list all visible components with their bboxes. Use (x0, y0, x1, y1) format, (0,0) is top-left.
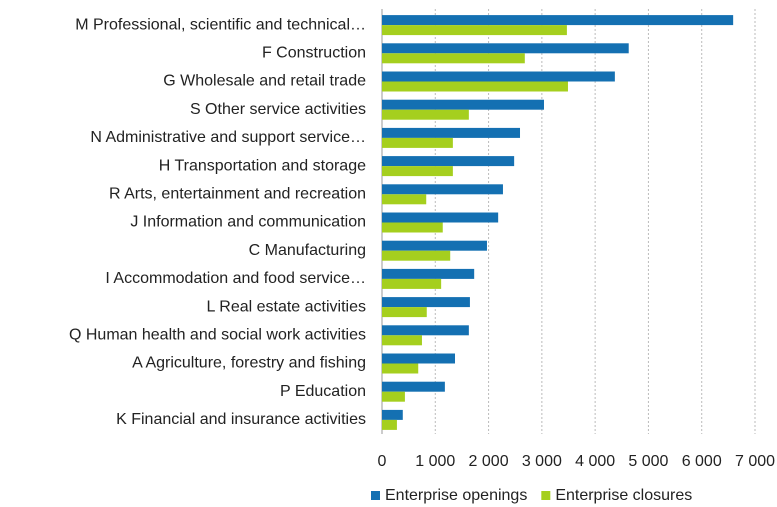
bar (382, 53, 525, 64)
y-tick-label: P Education (280, 383, 366, 400)
bar (382, 268, 475, 279)
bar (382, 156, 515, 167)
y-tick-label: S Other service activities (190, 101, 366, 118)
y-tick-label: C Manufacturing (249, 242, 366, 259)
bar (382, 71, 615, 82)
bar (382, 184, 503, 195)
bar (382, 335, 422, 346)
legend-label: Enterprise openings (385, 487, 527, 504)
x-tick-label: 1 000 (415, 453, 455, 470)
y-tick-label: L Real estate activities (207, 298, 366, 315)
y-tick-label: R Arts, entertainment and recreation (109, 186, 366, 203)
y-tick-label: Q Human health and social work activitie… (69, 327, 366, 344)
bar (382, 363, 419, 374)
bar (382, 307, 427, 318)
bar (382, 81, 568, 92)
y-tick-label: M Professional, scientific and technical… (75, 16, 366, 33)
bar (382, 278, 442, 289)
legend-label: Enterprise closures (555, 487, 692, 504)
y-tick-label: N Administrative and support service… (90, 129, 366, 146)
bar (382, 409, 403, 420)
y-tick-label: H Transportation and storage (159, 157, 366, 174)
x-tick-label: 4 000 (575, 453, 615, 470)
bar (382, 240, 487, 251)
y-tick-label: J Information and communication (130, 214, 366, 231)
bar (382, 381, 445, 392)
x-tick-label: 2 000 (469, 453, 509, 470)
bar (382, 15, 734, 26)
x-tick-label: 5 000 (628, 453, 668, 470)
x-tick-label: 3 000 (522, 453, 562, 470)
bar (382, 127, 521, 138)
bar (382, 109, 469, 120)
bar (382, 325, 469, 336)
bar (382, 43, 629, 54)
legend-swatch (541, 491, 551, 500)
bar (382, 297, 470, 308)
bar (382, 222, 443, 233)
x-tick-label: 7 000 (735, 453, 775, 470)
bar (382, 99, 544, 110)
bar (382, 391, 405, 402)
bar (382, 250, 451, 261)
y-tick-label: A Agriculture, forestry and fishing (132, 355, 366, 372)
bar (382, 25, 567, 36)
y-tick-label: K Financial and insurance activities (116, 411, 366, 428)
y-tick-label: G Wholesale and retail trade (163, 73, 366, 90)
bar (382, 194, 427, 205)
y-tick-label: F Construction (262, 45, 366, 62)
bar (382, 212, 499, 223)
x-tick-label: 6 000 (682, 453, 722, 470)
x-tick-label: 0 (378, 453, 387, 470)
bar (382, 137, 453, 148)
legend-swatch (371, 491, 380, 500)
bar (382, 353, 456, 364)
y-tick-label: I Accommodation and food service… (105, 270, 366, 287)
bar (382, 419, 397, 430)
bar (382, 166, 453, 177)
